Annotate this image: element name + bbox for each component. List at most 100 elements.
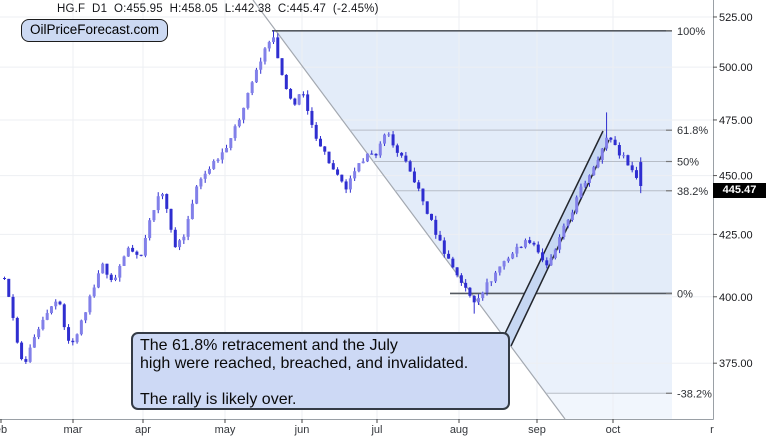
candle-body (276, 37, 280, 59)
candle-body (327, 151, 331, 164)
candle-body (553, 249, 557, 259)
month-label: mar (64, 424, 83, 436)
candle-body (331, 163, 335, 170)
candle-body (109, 274, 113, 280)
candle-body (425, 201, 429, 214)
candle-body (32, 337, 36, 348)
candle-body (340, 174, 344, 182)
candle-body (88, 296, 92, 313)
candle-body (225, 147, 229, 153)
fib-level-label: 38.2% (677, 186, 708, 198)
candle-body (408, 161, 412, 172)
candle-body (45, 313, 49, 320)
candle-body (562, 225, 566, 238)
last-price-badge: 445.47 (713, 183, 766, 198)
price-tick-label: 425.00 (719, 229, 753, 241)
candle-body (28, 347, 32, 362)
candle-body (476, 298, 480, 303)
candle-body (105, 263, 109, 275)
candle-body (566, 220, 570, 226)
channel-fill (499, 131, 609, 346)
candle-body (455, 267, 459, 276)
candle-body (212, 161, 216, 169)
month-label: eb (0, 424, 7, 436)
candle-body (3, 278, 6, 280)
candle-body (246, 92, 250, 108)
candle-body (583, 182, 587, 187)
candle-body (301, 94, 305, 96)
annotation-line (140, 373, 501, 391)
candle-body (430, 213, 433, 220)
candle-body (502, 261, 506, 267)
candle-body (609, 137, 613, 140)
candle-body (630, 165, 634, 171)
candle-body (92, 287, 96, 297)
candle-body (254, 69, 258, 83)
candle-body (532, 242, 536, 245)
candle-body (216, 159, 220, 162)
candle-body (541, 252, 545, 261)
candle-body (15, 317, 19, 343)
candle-body (207, 168, 211, 174)
candle-body (442, 240, 446, 254)
candle-body (297, 94, 301, 105)
candle-body (634, 170, 638, 178)
candle-body (242, 107, 246, 120)
price-tick-label: 525.00 (719, 12, 753, 24)
candle-body (7, 278, 11, 297)
candle-body (284, 74, 288, 90)
candle-body (160, 194, 164, 197)
candle-body (272, 37, 276, 43)
annotation-line: The rally is likely over. (140, 391, 297, 408)
candle-body (622, 155, 626, 157)
candle-body (41, 319, 45, 330)
candle-body (387, 134, 391, 136)
candle-body (259, 61, 263, 70)
price-tick-label: 500.00 (719, 62, 753, 74)
annotation-line: The 61.8% retracement and the July (140, 337, 398, 354)
candle-body (348, 178, 352, 190)
candle-body (289, 89, 293, 99)
candle-body (139, 254, 143, 256)
candle-body (118, 265, 122, 278)
candle-body (101, 263, 105, 274)
candle-body (468, 287, 472, 296)
candle-body (135, 251, 139, 255)
candle-body (605, 137, 609, 149)
downtrend-line (252, 0, 566, 420)
candle-body (165, 194, 169, 209)
candle-body (178, 240, 182, 248)
candle-body (11, 296, 15, 318)
month-label: jul (370, 424, 382, 436)
fib-level-label: 50% (677, 157, 699, 169)
candle-body (314, 124, 318, 139)
watermark-badge[interactable]: OilPriceForecast.com (21, 19, 169, 42)
price-tick-label: 400.00 (719, 292, 753, 304)
candle-body (558, 237, 562, 250)
candle-body (237, 119, 241, 127)
candle-body (114, 277, 118, 280)
candle-body (233, 126, 237, 139)
candle-body (498, 266, 502, 273)
candle-body (515, 246, 519, 254)
candle-body (190, 203, 194, 220)
candle-body (511, 253, 515, 259)
candle-body (306, 94, 310, 111)
candle-body (365, 153, 369, 162)
month-label: oct (606, 424, 621, 436)
candle-body (596, 160, 600, 168)
candle-body (84, 312, 88, 321)
candle-body (54, 301, 58, 307)
candle-body (451, 258, 455, 268)
candle-body (412, 171, 416, 183)
candle-body (617, 145, 621, 156)
candle-body (62, 304, 66, 328)
candle-body (417, 182, 421, 189)
fib-level-label: 100% (677, 26, 705, 38)
month-label: aug (450, 424, 468, 436)
candle-body (391, 134, 395, 146)
fib-level-label: -38.2% (677, 388, 712, 400)
candle-body (71, 340, 75, 343)
candle-body (199, 178, 203, 187)
